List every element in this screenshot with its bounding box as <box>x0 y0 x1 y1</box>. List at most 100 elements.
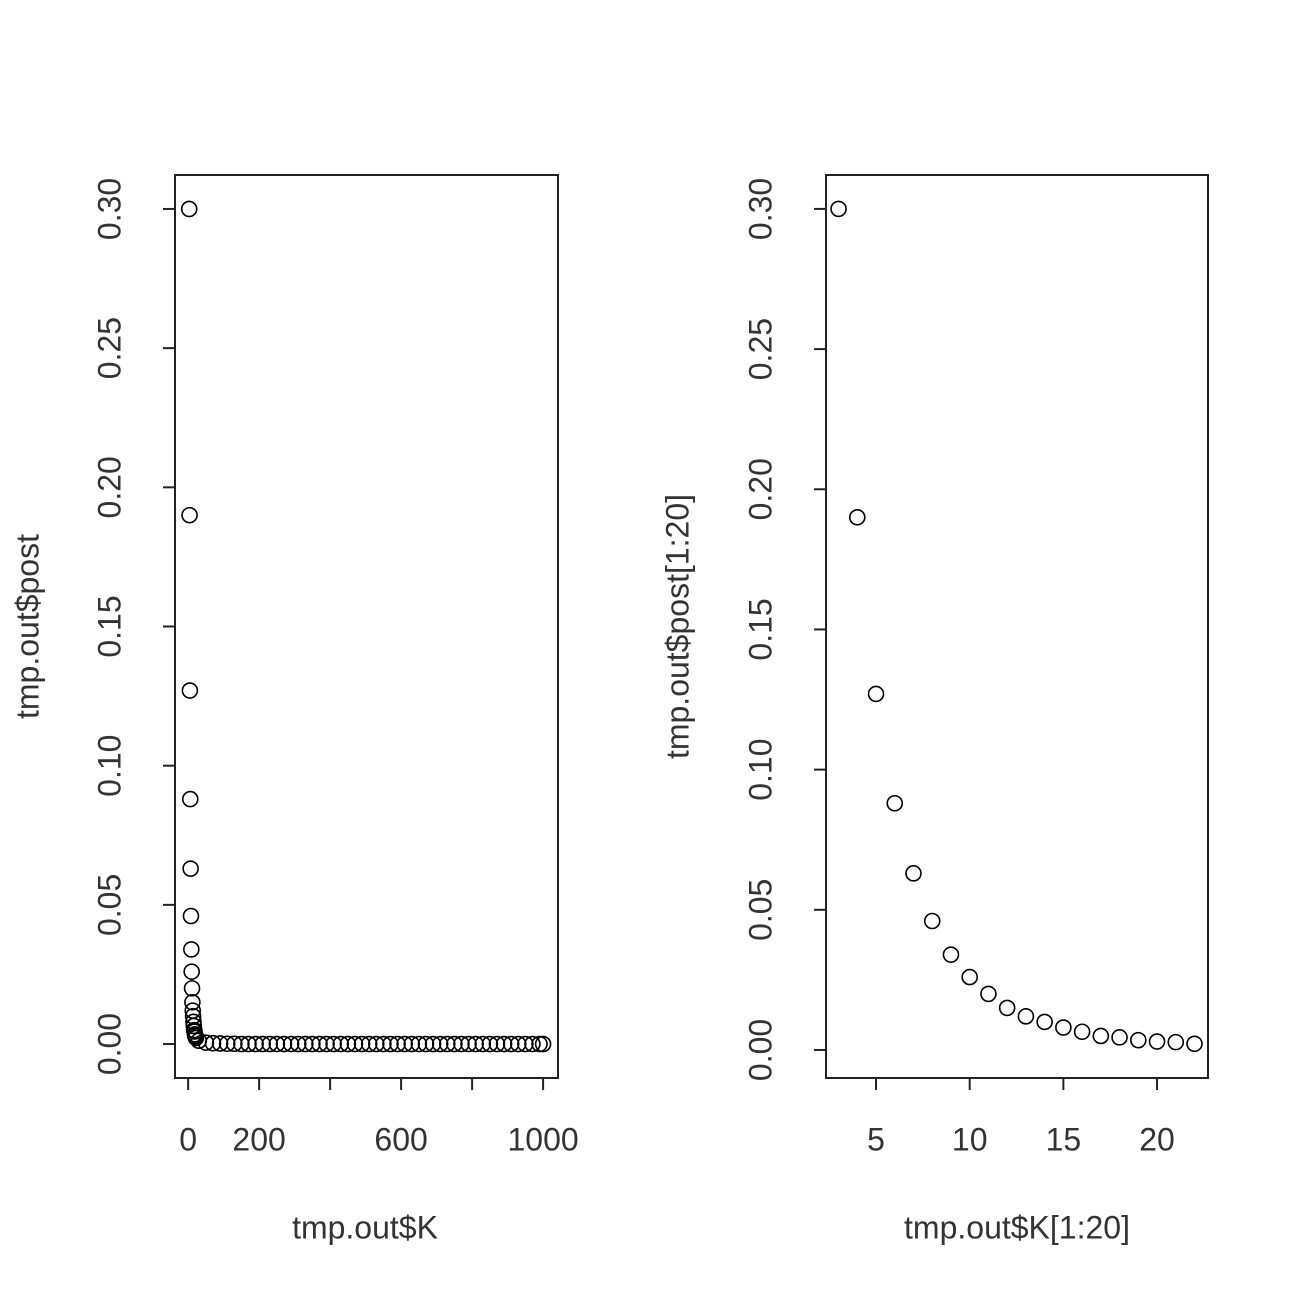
point <box>375 1035 392 1053</box>
point <box>325 1035 342 1053</box>
point <box>867 685 885 703</box>
point <box>382 1035 399 1053</box>
point <box>247 1035 264 1053</box>
y-tick-label: 0.15 <box>742 598 778 660</box>
y-axis-title: tmp.out$post <box>9 534 45 719</box>
x-tick-label: 5 <box>867 1121 885 1157</box>
point <box>181 790 199 808</box>
y-tick-label: 0.20 <box>742 458 778 520</box>
point <box>182 860 199 877</box>
point <box>431 1035 449 1053</box>
point <box>1073 1023 1091 1041</box>
point <box>961 968 978 986</box>
point <box>534 1035 552 1053</box>
point <box>183 963 200 980</box>
y-tick-label: 0.00 <box>742 1019 778 1081</box>
point <box>353 1035 371 1053</box>
point <box>848 509 866 526</box>
x-axis-title: tmp.out$K <box>292 1209 438 1245</box>
x-axis-title: tmp.out$K[1:20] <box>904 1209 1130 1245</box>
point <box>980 985 997 1003</box>
point <box>233 1035 250 1053</box>
point <box>403 1035 421 1053</box>
y-tick-label: 0.10 <box>742 738 778 800</box>
point <box>182 907 200 925</box>
point <box>905 865 922 882</box>
point <box>446 1035 463 1053</box>
point <box>438 1035 456 1053</box>
point <box>1055 1019 1072 1036</box>
point <box>181 506 198 524</box>
x-tick-label: 0 <box>179 1121 197 1157</box>
point <box>410 1035 428 1053</box>
point <box>1036 1013 1053 1031</box>
point <box>339 1035 357 1053</box>
point <box>183 980 201 997</box>
point <box>467 1035 484 1053</box>
point <box>289 1035 307 1053</box>
point <box>318 1035 335 1053</box>
point <box>460 1035 477 1053</box>
point <box>517 1035 534 1053</box>
point <box>1167 1033 1185 1051</box>
point <box>184 993 201 1011</box>
x-tick-label: 600 <box>374 1121 427 1157</box>
point <box>524 1035 541 1053</box>
y-tick-label: 0.30 <box>91 178 127 240</box>
point <box>1111 1029 1128 1046</box>
point <box>261 1035 279 1053</box>
point <box>1130 1031 1147 1049</box>
point <box>181 682 199 699</box>
point <box>304 1035 321 1053</box>
point <box>417 1035 435 1053</box>
x-tick-label: 200 <box>232 1121 285 1157</box>
y-tick-label: 0.25 <box>91 317 127 379</box>
point <box>360 1035 378 1053</box>
point <box>268 1035 286 1053</box>
point <box>424 1035 442 1053</box>
x-tick-label: 10 <box>952 1121 988 1157</box>
x-tick-label: 15 <box>1046 1121 1082 1157</box>
point <box>180 200 198 218</box>
point <box>1017 1008 1035 1025</box>
point <box>509 1035 527 1053</box>
x-tick-label: 20 <box>1139 1121 1175 1157</box>
point <box>830 200 847 218</box>
y-tick-label: 0.30 <box>742 178 778 240</box>
point <box>998 999 1016 1017</box>
point <box>923 912 941 930</box>
y-tick-label: 0.05 <box>742 879 778 941</box>
point <box>296 1035 314 1053</box>
y-tick-label: 0.00 <box>91 1013 127 1075</box>
point <box>1092 1027 1110 1045</box>
point <box>311 1035 328 1053</box>
y-tick-label: 0.15 <box>91 595 127 657</box>
y-tick-label: 0.25 <box>742 318 778 380</box>
point <box>346 1035 364 1053</box>
point <box>481 1035 499 1053</box>
point <box>502 1035 520 1053</box>
point <box>495 1035 513 1053</box>
point <box>396 1035 413 1053</box>
point <box>1148 1033 1166 1050</box>
y-tick-label: 0.10 <box>91 735 127 797</box>
point <box>275 1035 293 1053</box>
plot-box <box>825 174 1209 1079</box>
y-axis-title: tmp.out$post[1:20] <box>659 494 695 759</box>
plot-box <box>174 174 559 1079</box>
point <box>332 1035 350 1053</box>
point <box>488 1035 506 1053</box>
point <box>474 1035 492 1053</box>
point <box>240 1035 257 1053</box>
point <box>389 1035 406 1053</box>
x-tick-label: 1000 <box>507 1121 578 1157</box>
point <box>367 1035 385 1053</box>
point <box>886 794 904 812</box>
y-tick-label: 0.05 <box>91 874 127 936</box>
point <box>183 941 200 958</box>
point <box>453 1035 470 1053</box>
point <box>1186 1035 1203 1053</box>
point <box>282 1035 300 1053</box>
point <box>187 1029 205 1047</box>
